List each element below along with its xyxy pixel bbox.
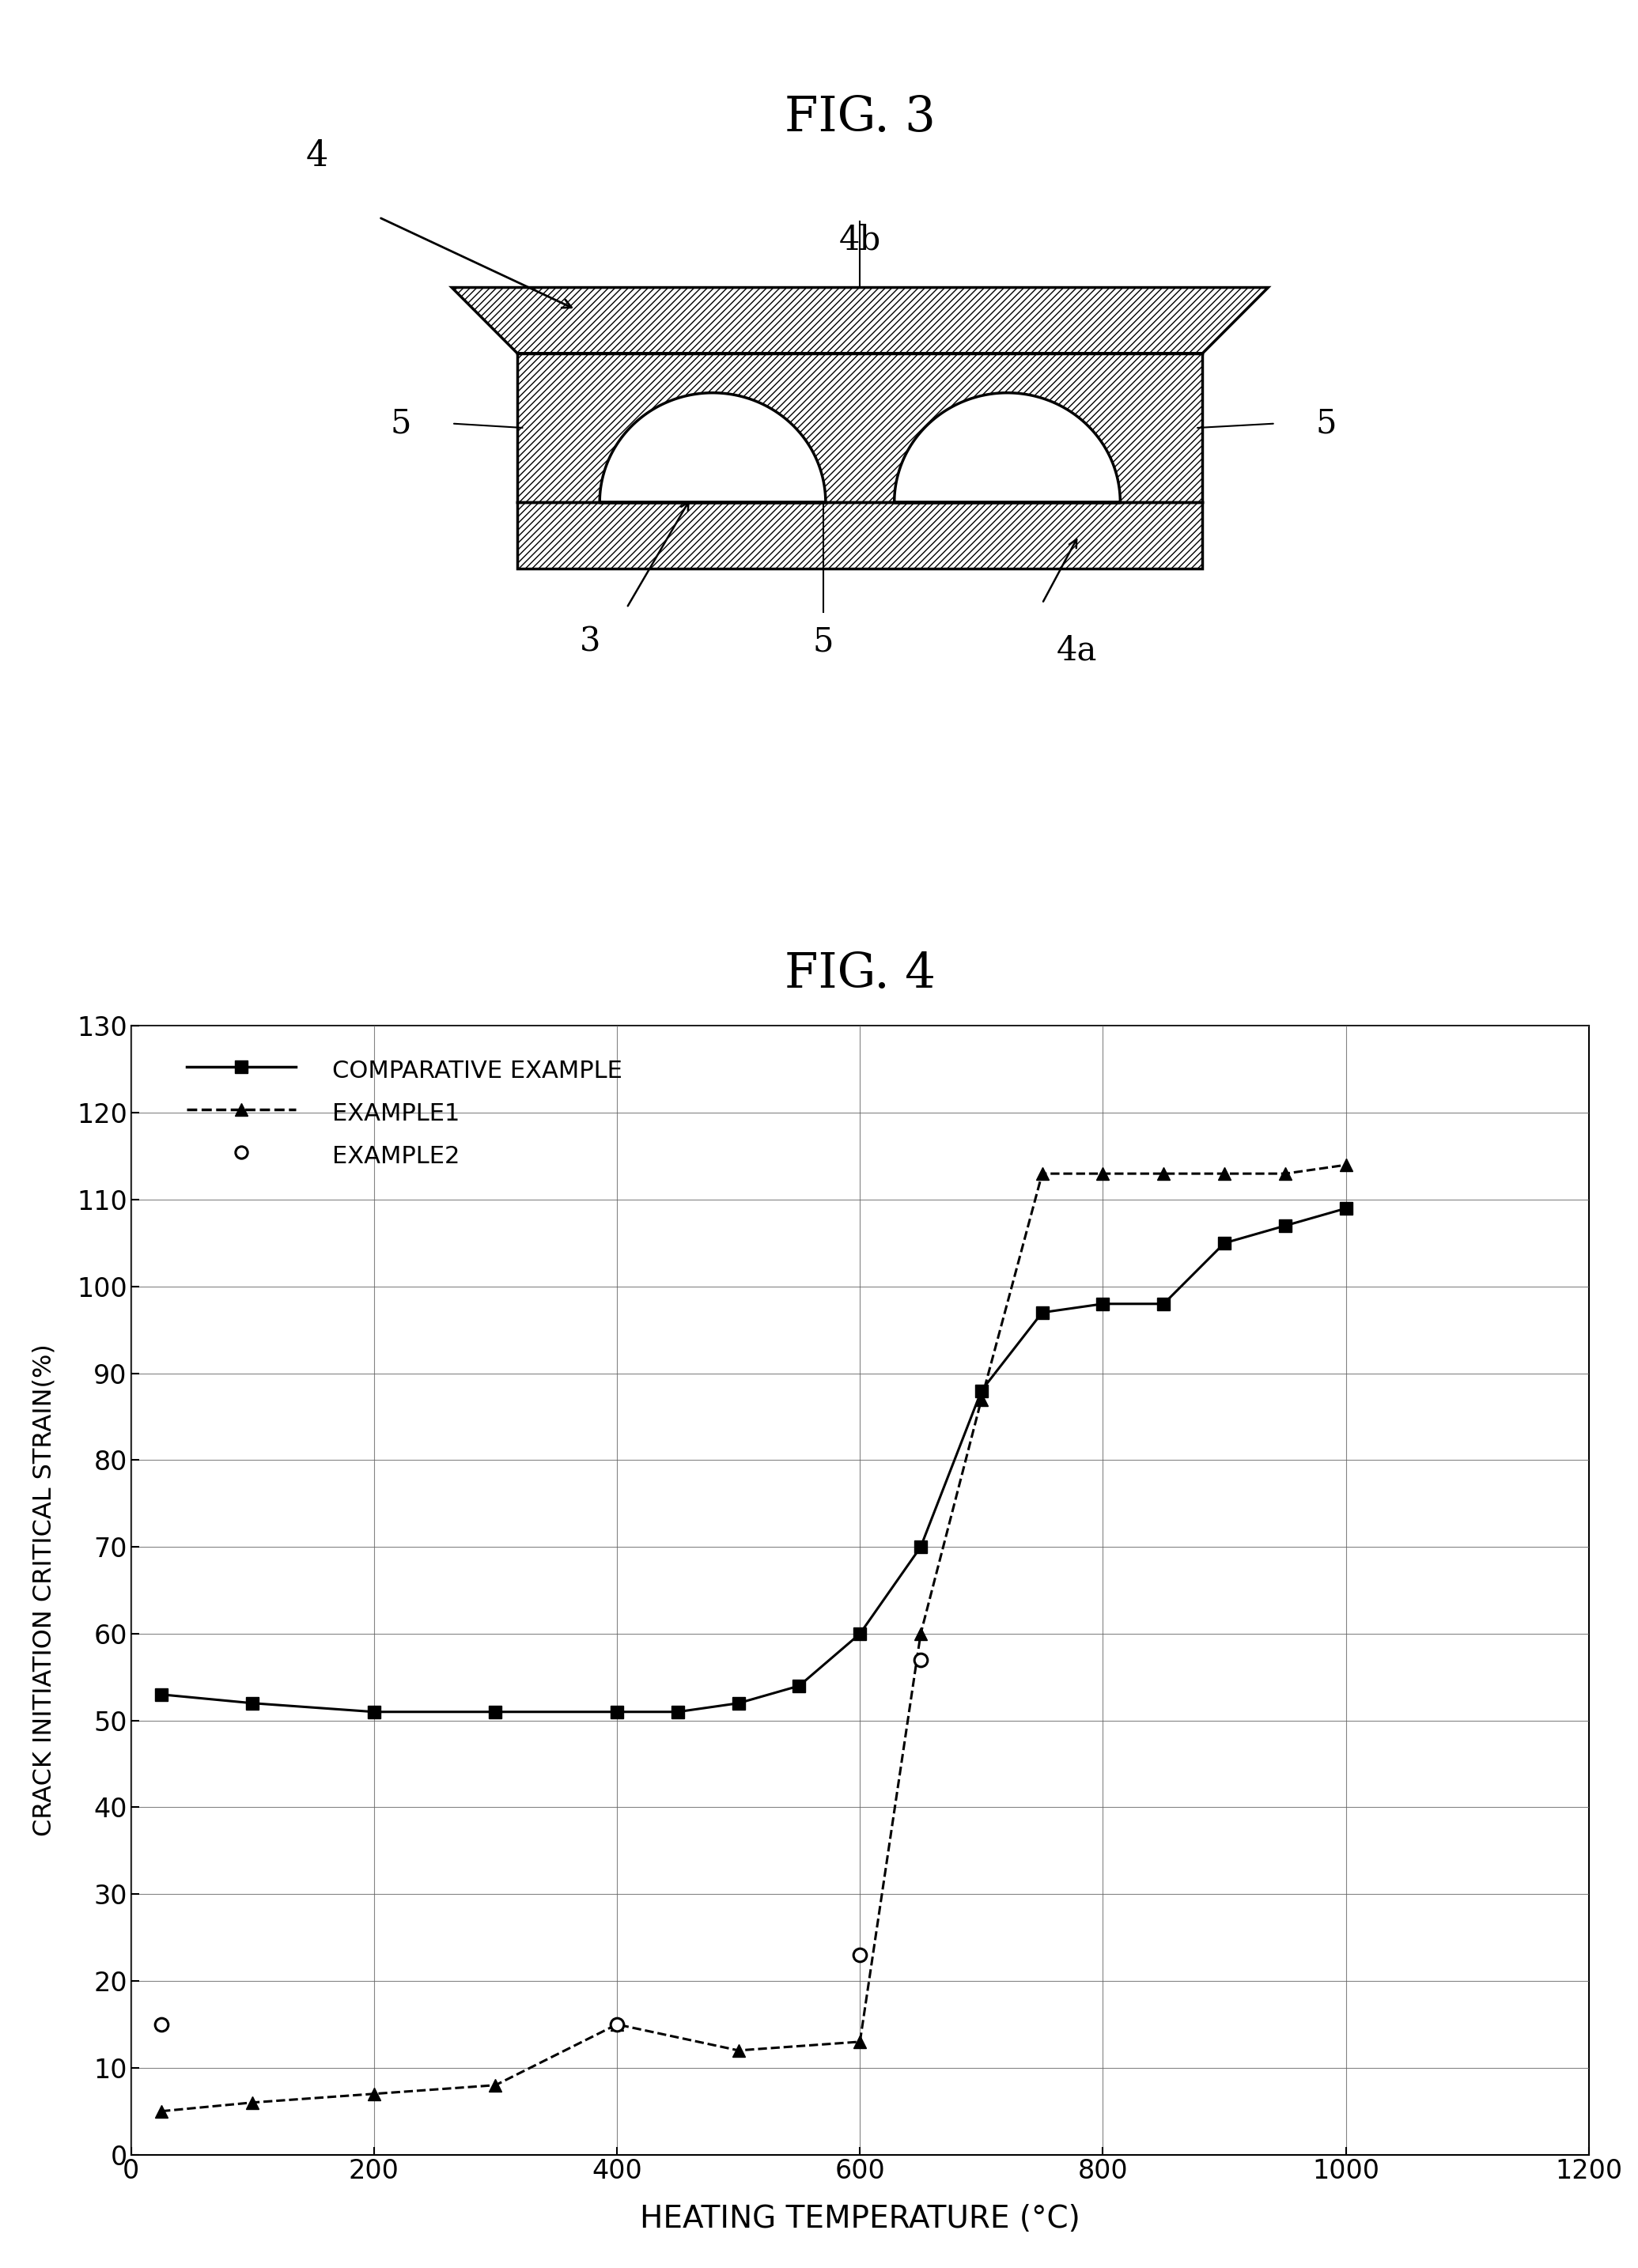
Text: 5: 5	[390, 406, 411, 440]
Text: FIG. 3: FIG. 3	[785, 95, 935, 143]
Polygon shape	[452, 288, 1268, 354]
Title: FIG. 4: FIG. 4	[785, 950, 935, 998]
Text: 3: 3	[580, 626, 601, 658]
Polygon shape	[518, 503, 1202, 569]
Polygon shape	[894, 392, 1120, 503]
Y-axis label: CRACK INITIATION CRITICAL STRAIN(%): CRACK INITIATION CRITICAL STRAIN(%)	[33, 1345, 57, 1837]
Text: 4: 4	[306, 138, 329, 172]
Text: 5: 5	[812, 626, 834, 658]
Legend: COMPARATIVE EXAMPLE, EXAMPLE1, EXAMPLE2: COMPARATIVE EXAMPLE, EXAMPLE1, EXAMPLE2	[187, 1055, 622, 1170]
Text: 5: 5	[1315, 406, 1337, 440]
Polygon shape	[600, 392, 826, 503]
Text: 4b: 4b	[839, 225, 881, 256]
X-axis label: HEATING TEMPERATURE (°C): HEATING TEMPERATURE (°C)	[640, 2204, 1079, 2234]
Polygon shape	[518, 354, 1202, 503]
Text: 4a: 4a	[1057, 635, 1097, 667]
